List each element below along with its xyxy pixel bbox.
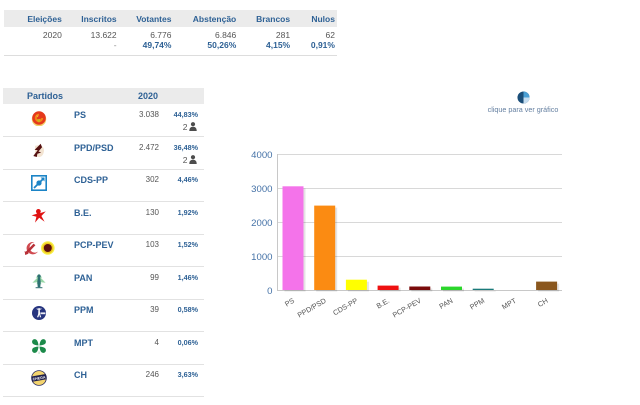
svg-text:0: 0 (267, 286, 272, 297)
svg-text:CH: CH (536, 296, 549, 309)
svg-text:CHEGA: CHEGA (32, 375, 46, 381)
svg-text:MPT: MPT (500, 296, 518, 312)
svg-text:2000: 2000 (251, 218, 272, 229)
svg-text:PPM: PPM (468, 296, 486, 312)
svg-text:PS: PS (283, 296, 296, 309)
svg-text:B.E.: B.E. (375, 296, 391, 311)
svg-text:3000: 3000 (251, 184, 272, 195)
svg-text:PAN: PAN (438, 296, 455, 311)
svg-text:PCP-PEV: PCP-PEV (391, 296, 423, 320)
svg-text:PPD/PSD: PPD/PSD (296, 296, 328, 320)
svg-text:4000: 4000 (251, 150, 272, 161)
svg-text:1000: 1000 (251, 252, 272, 263)
svg-text:CDS-PP: CDS-PP (331, 296, 359, 317)
